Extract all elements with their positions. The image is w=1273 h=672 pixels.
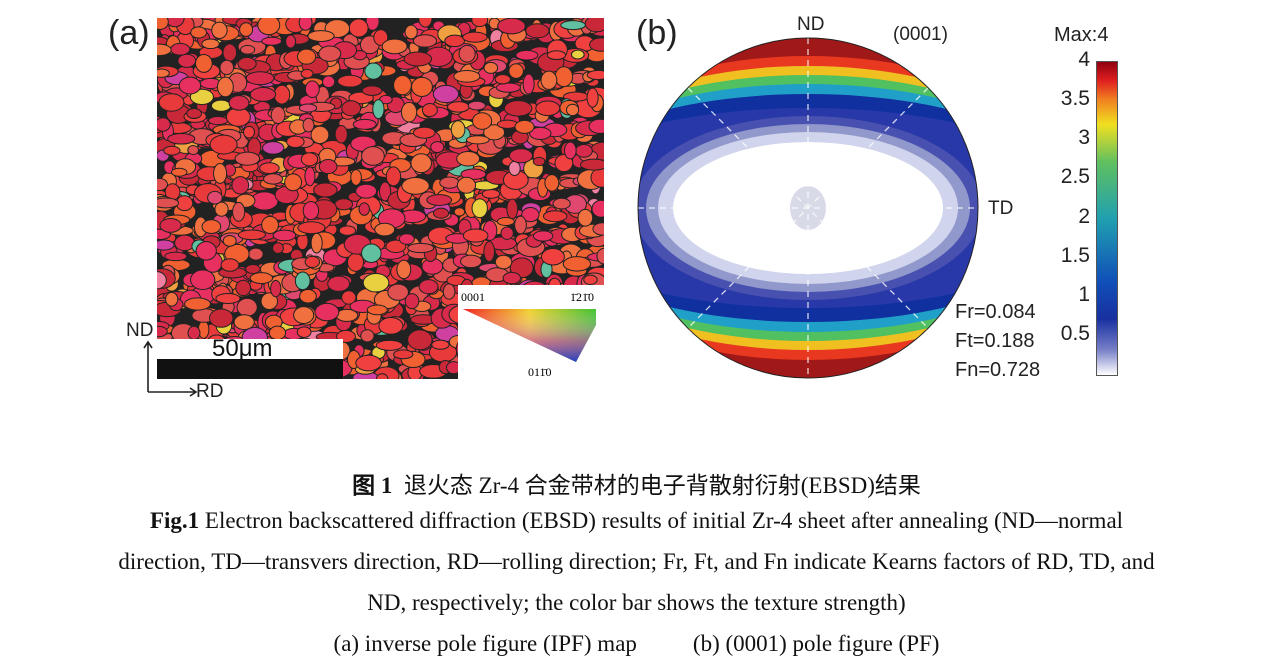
caption-en-text1: Electron backscattered diffraction (EBSD… [199, 508, 1124, 533]
panel-b-label: (b) [636, 14, 678, 52]
scale-bar-box: 50μm [157, 335, 343, 379]
td-label: TD [988, 198, 1014, 219]
colorbar-tick: 3.5 [1060, 87, 1090, 111]
pole-figure [637, 37, 979, 379]
caption-zh-prefix: 图 1 [352, 473, 393, 498]
axis-rd-label: RD [196, 381, 224, 402]
ipf-color-triangle [463, 309, 596, 362]
ipf-corner-12-10: 1̄21̄0 [570, 290, 594, 304]
colorbar-tick: 4 [1078, 48, 1090, 71]
colorbar [1096, 61, 1118, 376]
caption-en-prefix: Fig.1 [149, 508, 200, 533]
caption-en-line3: ND, respectively; the color bar shows th… [367, 590, 906, 615]
factor-fn: Fn=0.728 [955, 359, 1041, 381]
colorbar-tick: 3 [1078, 126, 1090, 150]
nd-label: ND [797, 14, 825, 35]
colorbar-tick: 2 [1078, 204, 1090, 228]
colorbar-tick: 2.5 [1060, 165, 1090, 189]
ipf-corner-01-10: 011̄0 [528, 365, 552, 379]
caption-en-line2: direction, TD—transvers direction, RD—ro… [118, 549, 1155, 574]
colorbar-tick: 0.5 [1060, 321, 1090, 345]
factor-ft: Ft=0.188 [955, 330, 1035, 352]
colorbar-title: Max:4 [1054, 24, 1109, 46]
caption-en-line1: Fig.1 Electron backscattered diffraction… [0, 508, 1273, 534]
ipf-legend: 0001 1̄21̄0 011̄0 [458, 285, 605, 379]
ipf-corner-0001: 0001 [461, 290, 485, 304]
scale-bar [157, 359, 343, 379]
plane-label: (0001) [893, 24, 948, 45]
caption-zh-text: 退火态 Zr-4 合金带材的电子背散射衍射(EBSD)结果 [403, 473, 921, 498]
kearns-factors: Fr=0.084 Ft=0.188 Fn=0.728 [955, 298, 1040, 385]
axis-nd-label: ND [126, 320, 154, 341]
scale-bar-label: 50μm [212, 335, 273, 362]
panel-a-label: (a) [108, 14, 150, 52]
subcaption-b: (b) (0001) pole figure (PF) [692, 631, 940, 656]
caption-subcaptions: (a) inverse pole figure (IPF) map (b) (00… [0, 631, 1273, 657]
factor-fr: Fr=0.084 [955, 301, 1036, 323]
caption-zh: 图 1 退火态 Zr-4 合金带材的电子背散射衍射(EBSD)结果 [0, 466, 1273, 500]
colorbar-tick: 1.5 [1060, 243, 1090, 267]
axis-arrows [143, 340, 198, 397]
colorbar-tick: 1 [1078, 282, 1090, 306]
subcaption-a: (a) inverse pole figure (IPF) map [333, 631, 637, 656]
